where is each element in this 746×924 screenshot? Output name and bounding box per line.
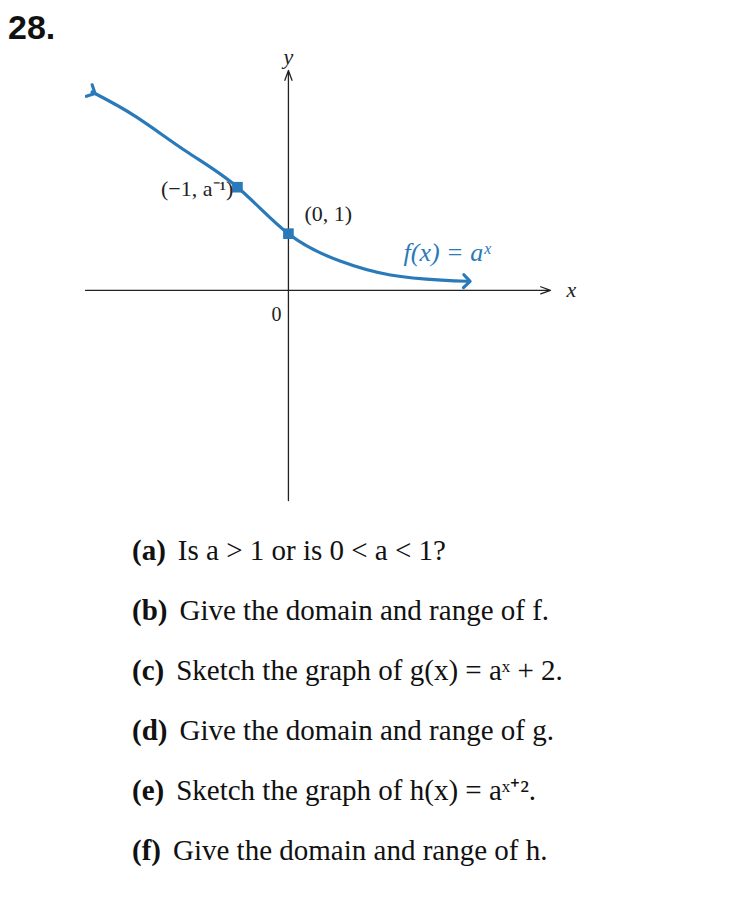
html-text:Is a > 1 or is 0 < a < 1?: Is a > 1 or is 0 < a < 1? [177, 534, 446, 566]
html-text:(f): (f) [132, 834, 161, 866]
html-text:(d): (d) [132, 714, 168, 746]
html-text:28.: 28. [8, 8, 56, 46]
svg-text:(0, 1): (0, 1) [304, 201, 352, 226]
html-text:(c): (c) [132, 654, 165, 686]
svg-text:y: y [282, 44, 294, 69]
html-text:Give the domain and range of f: Give the domain and range of f. [179, 594, 550, 626]
html-text:Sketch the graph of g(x) = aˣ: Sketch the graph of g(x) = aˣ + 2. [176, 654, 563, 686]
html-text:(a): (a) [132, 534, 166, 566]
svg-text:0: 0 [271, 303, 281, 325]
html-text:Give the domain and range of h: Give the domain and range of h. [173, 834, 548, 866]
html-text:Sketch the graph of h(x) = aˣ⁺: Sketch the graph of h(x) = aˣ⁺². [176, 774, 537, 806]
html-text:(b): (b) [132, 594, 168, 626]
svg-text:(−1, a⁻¹): (−1, a⁻¹) [161, 176, 233, 201]
html-text:Give the domain and range of g: Give the domain and range of g. [179, 714, 554, 746]
html-text:(e): (e) [132, 774, 165, 806]
svg-text:x: x [566, 277, 577, 302]
svg-text:f(x) = aˣ: f(x) = aˣ [404, 238, 492, 267]
